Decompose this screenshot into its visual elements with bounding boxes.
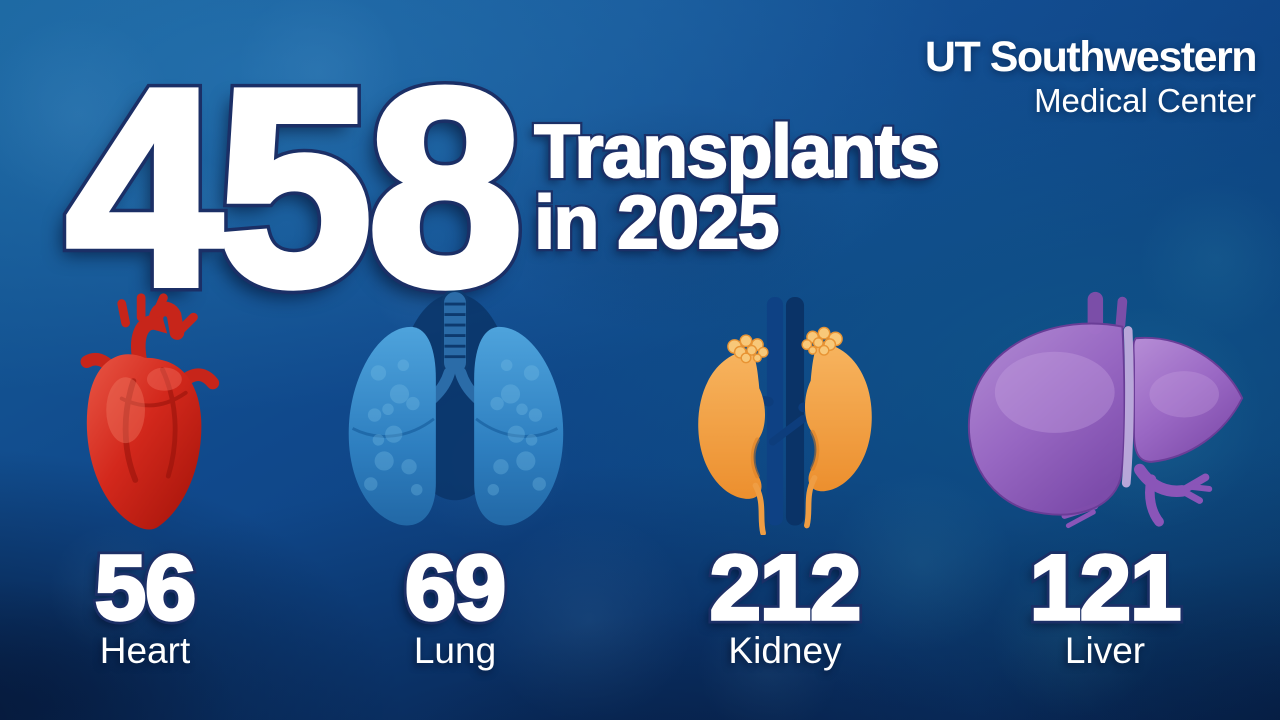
lungs-organ-icon (348, 289, 564, 526)
headline-subtitle: Transplants in 2025 (533, 112, 941, 261)
lung-organ-box (321, 283, 589, 549)
stat-kidney: 212 Kidney (655, 283, 915, 669)
brand-subname: Medical Center (1034, 82, 1256, 119)
headline: 458 Transplants in 2025 (62, 44, 941, 333)
kidney-organ-box (685, 283, 885, 549)
liver-organ-icon (967, 291, 1244, 529)
brand-logo: UT Southwestern Medical Center (924, 33, 1258, 119)
headline-line1: Transplants (533, 112, 941, 189)
stat-lung: 69 Lung (325, 283, 585, 669)
total-count: 458 (62, 44, 527, 333)
heart-count: 56 (93, 540, 198, 635)
kidney-count: 212 (708, 540, 863, 635)
liver-count: 121 (1028, 540, 1183, 635)
stat-liver: 121 Liver (945, 283, 1265, 669)
lung-count: 69 (403, 540, 508, 635)
brand-name: UT Southwestern (924, 33, 1258, 81)
kidneys-organ-icon (698, 297, 872, 535)
headline-line2: in 2025 (533, 184, 939, 261)
liver-organ-box (949, 283, 1261, 549)
